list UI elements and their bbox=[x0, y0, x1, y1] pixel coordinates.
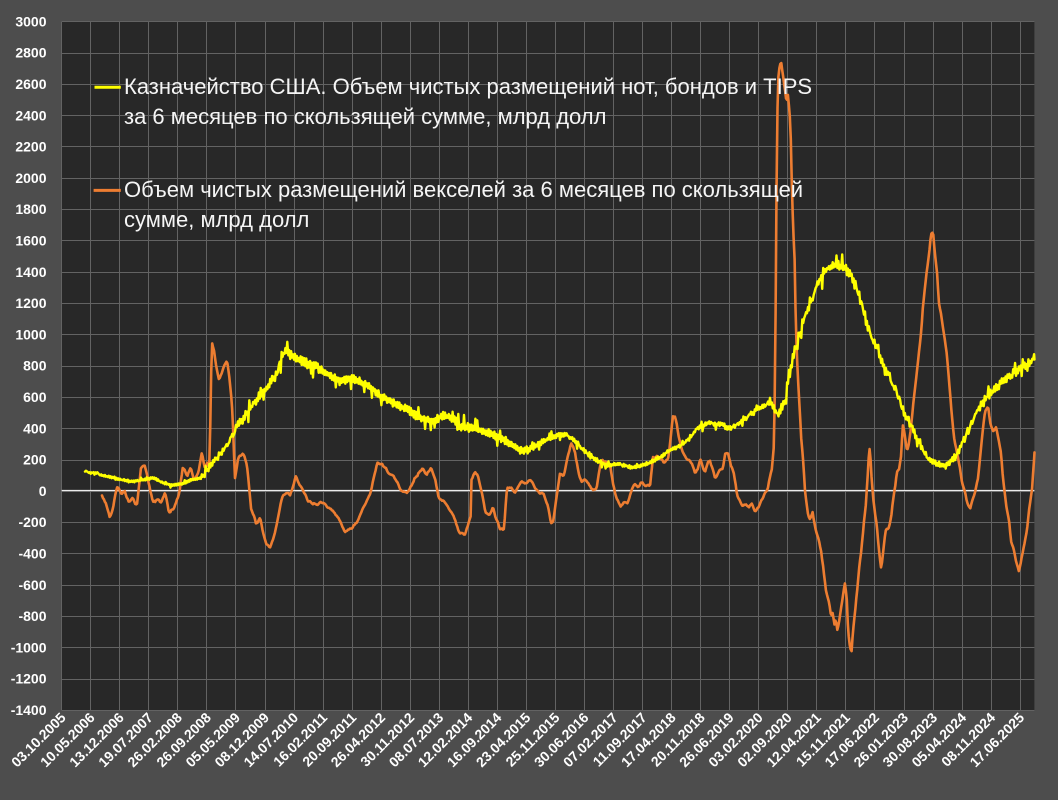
svg-text:сумме, млрд долл: сумме, млрд долл bbox=[124, 207, 309, 232]
svg-text:-1000: -1000 bbox=[11, 639, 47, 655]
svg-text:-800: -800 bbox=[18, 608, 46, 624]
svg-text:0: 0 bbox=[39, 483, 47, 499]
svg-text:1400: 1400 bbox=[15, 264, 46, 280]
svg-text:1800: 1800 bbox=[15, 201, 46, 217]
svg-text:2600: 2600 bbox=[15, 76, 46, 92]
svg-text:1600: 1600 bbox=[15, 233, 46, 249]
svg-text:за 6 месяцев по скользящей сум: за 6 месяцев по скользящей сумме, млрд д… bbox=[124, 104, 607, 129]
svg-text:-1200: -1200 bbox=[11, 671, 47, 687]
svg-text:2400: 2400 bbox=[15, 107, 46, 123]
svg-text:2800: 2800 bbox=[15, 45, 46, 61]
svg-text:-1400: -1400 bbox=[11, 702, 47, 718]
svg-text:200: 200 bbox=[23, 452, 47, 468]
svg-text:1000: 1000 bbox=[15, 326, 46, 342]
svg-text:-200: -200 bbox=[18, 514, 46, 530]
svg-text:-600: -600 bbox=[18, 577, 46, 593]
svg-text:800: 800 bbox=[23, 358, 47, 374]
svg-text:-400: -400 bbox=[18, 546, 46, 562]
svg-text:Объем чистых размещений вексел: Объем чистых размещений векселей за 6 ме… bbox=[124, 177, 803, 202]
svg-text:400: 400 bbox=[23, 420, 47, 436]
svg-text:1200: 1200 bbox=[15, 295, 46, 311]
svg-text:2000: 2000 bbox=[15, 170, 46, 186]
svg-text:600: 600 bbox=[23, 389, 47, 405]
svg-text:Казначейство США. Объем чистых: Казначейство США. Объем чистых размещени… bbox=[124, 74, 812, 99]
svg-text:2200: 2200 bbox=[15, 139, 46, 155]
svg-text:3000: 3000 bbox=[15, 13, 46, 29]
